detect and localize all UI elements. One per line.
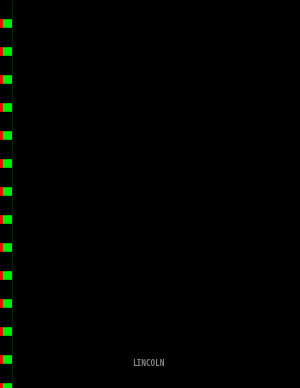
- Bar: [0, 252, 11, 270]
- Bar: [0, 28, 11, 46]
- Bar: [0, 0, 3, 388]
- Bar: [0, 196, 11, 214]
- Bar: [0, 140, 11, 158]
- Bar: [0, 56, 11, 74]
- Bar: [0, 112, 11, 130]
- Bar: [0, 280, 11, 298]
- Bar: [0, 308, 11, 326]
- Bar: [0, 224, 11, 242]
- Bar: [0, 168, 11, 186]
- Bar: [0, 0, 11, 18]
- Bar: [0, 336, 11, 354]
- Bar: [0, 364, 11, 382]
- Text: LINCOLN: LINCOLN: [132, 359, 164, 367]
- Bar: [3, 0, 11, 388]
- Bar: [0, 84, 11, 102]
